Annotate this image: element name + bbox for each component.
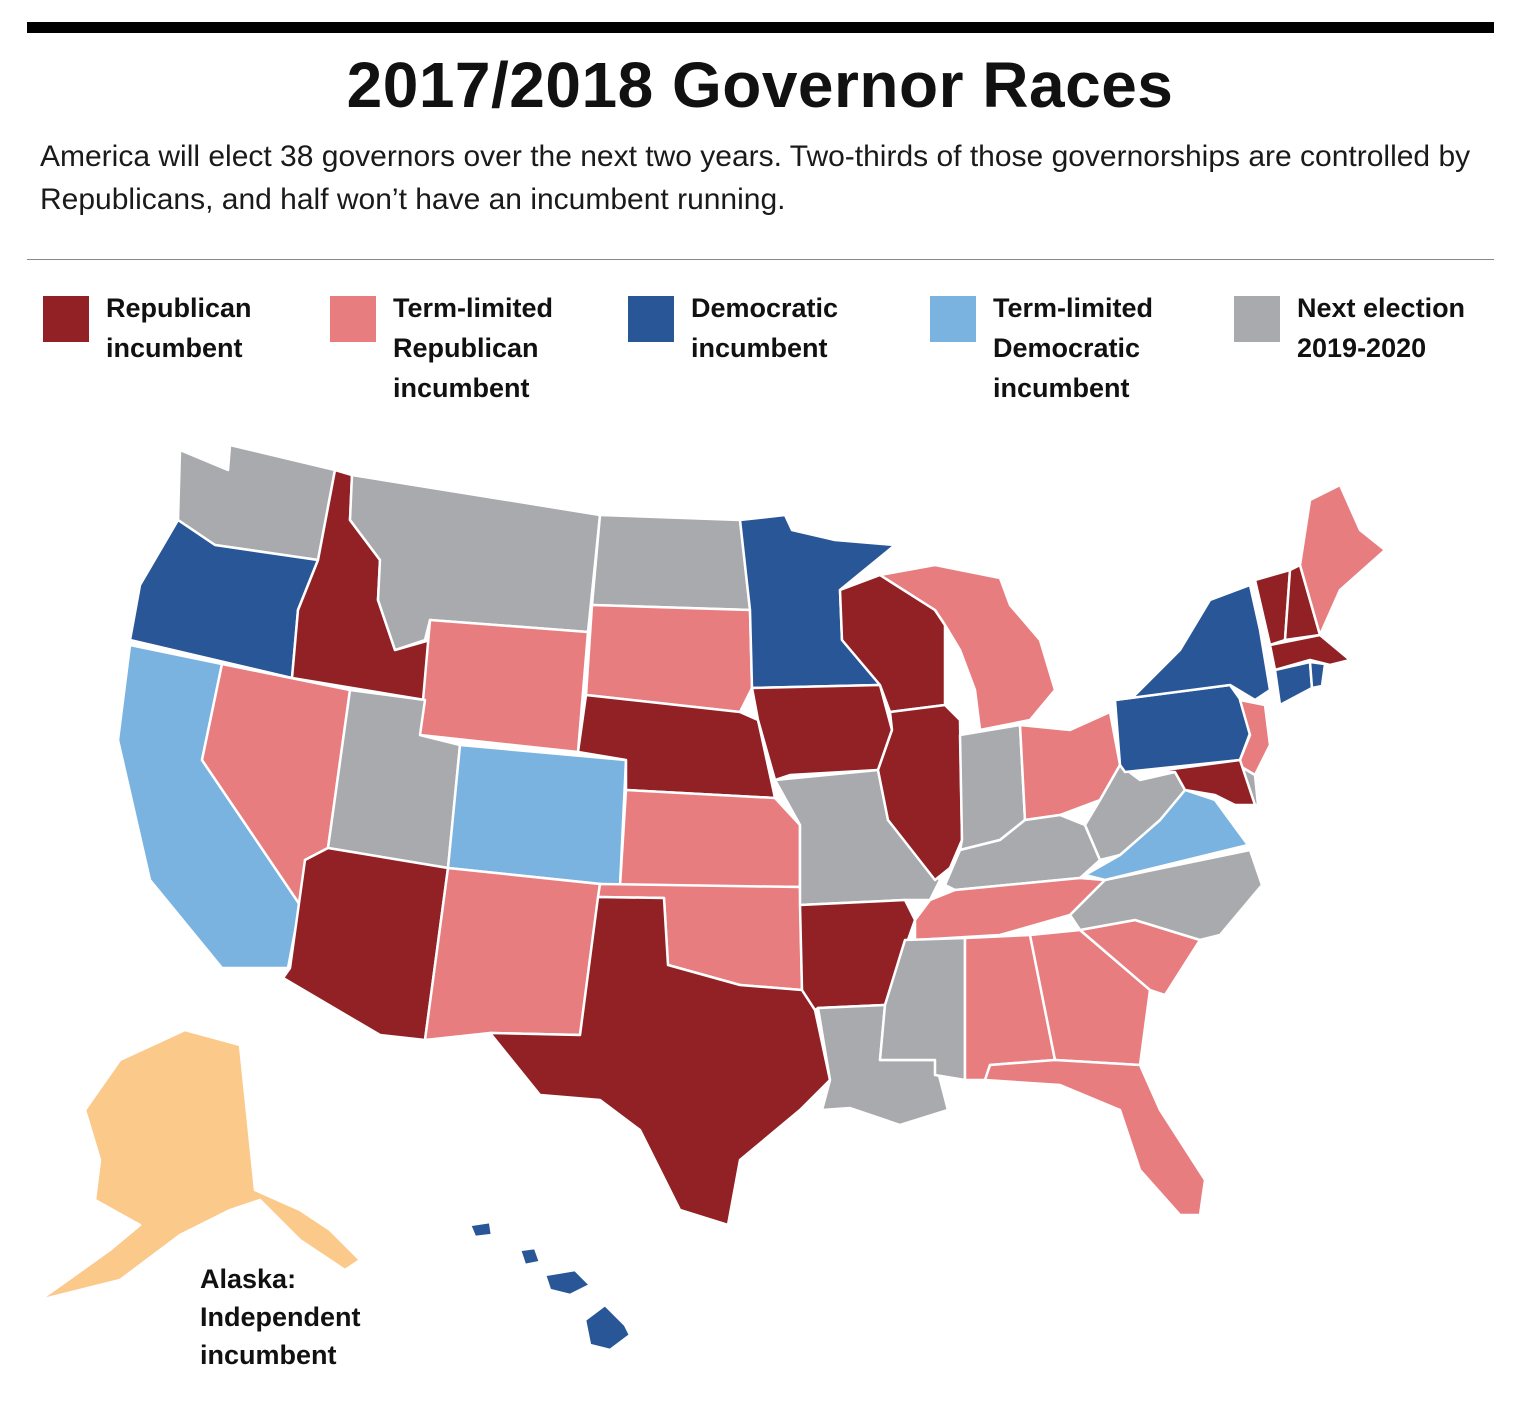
state-hi[interactable] [583, 1303, 632, 1352]
state-nm[interactable] [423, 866, 602, 1042]
divider [27, 259, 1494, 260]
state-tx[interactable] [488, 895, 832, 1227]
legend-swatch [628, 296, 674, 342]
state-ny[interactable] [1113, 583, 1272, 702]
state-fl[interactable] [983, 1058, 1207, 1217]
legend-swatch [43, 296, 89, 342]
state-wy[interactable] [418, 618, 590, 754]
state-nc[interactable] [1068, 848, 1264, 942]
state-md[interactable] [1148, 758, 1257, 807]
state-ks[interactable] [618, 788, 802, 889]
legend-label: Democratic incumbent [691, 293, 839, 363]
state-il[interactable] [876, 703, 964, 882]
state-co[interactable] [446, 743, 628, 888]
legend-label: Term-limited Democratic incumbent [993, 293, 1154, 403]
state-hi-maui[interactable] [543, 1268, 592, 1297]
legend-swatch [330, 296, 376, 342]
state-az[interactable] [281, 846, 450, 1042]
legend-label: Next election 2019-2020 [1297, 293, 1466, 363]
alaska-note: Alaska: Independent incumbent [200, 1264, 361, 1370]
state-ak[interactable] [38, 1028, 362, 1302]
state-ct[interactable] [1273, 660, 1314, 707]
legend-label: Republican incumbent [106, 293, 252, 363]
state-ga[interactable] [1028, 928, 1152, 1067]
legend-swatch [1234, 296, 1280, 342]
state-hi-kauai[interactable] [468, 1220, 494, 1239]
top-rule [27, 22, 1494, 33]
state-ia[interactable] [750, 683, 894, 782]
state-ri[interactable] [1308, 660, 1327, 690]
state-sd[interactable] [584, 603, 754, 714]
page-title: 2017/2018 Governor Races [346, 49, 1174, 121]
state-hi-oahu[interactable] [518, 1246, 542, 1267]
legend-swatch [930, 296, 976, 342]
legend: Republican incumbent Term-limited Republ… [0, 288, 1520, 418]
page-subtitle: America will elect 38 governors over the… [40, 140, 1471, 216]
state-me[interactable] [1298, 483, 1387, 637]
us-states-map [38, 443, 1387, 1352]
state-mi[interactable] [878, 563, 1057, 732]
legend-label: Term-limited Republican incumbent [393, 293, 554, 403]
state-nd[interactable] [590, 513, 752, 612]
